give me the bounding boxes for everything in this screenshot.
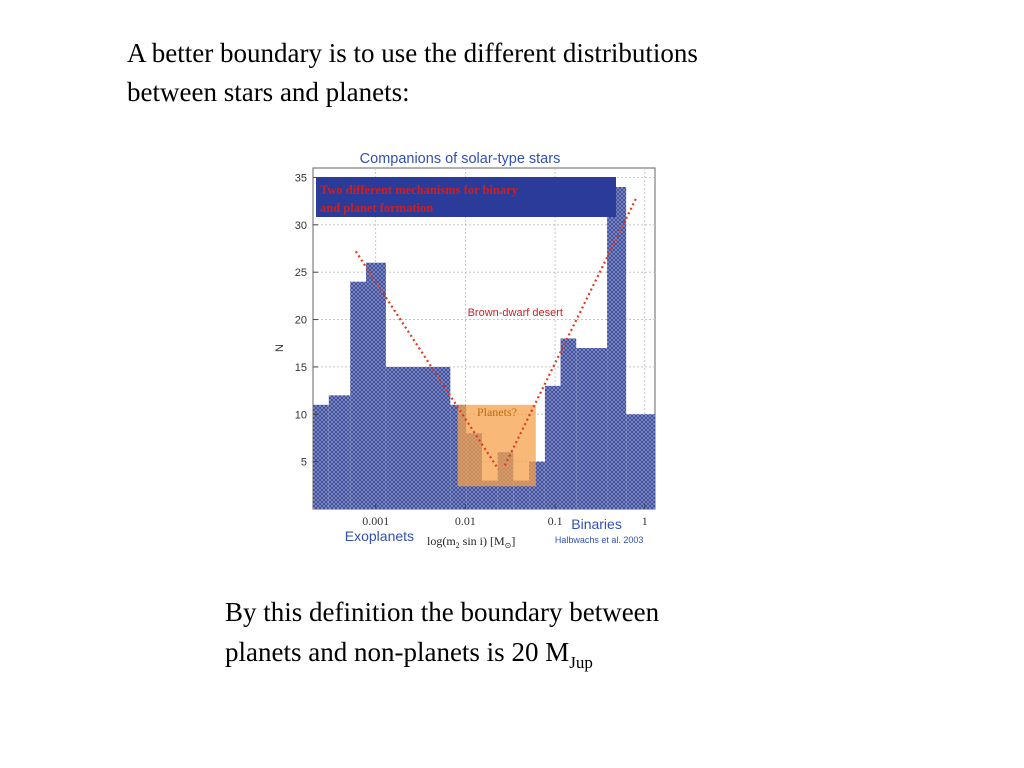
y-tick-label: 10: [295, 409, 307, 421]
credit-label: Halbwachs et al. 2003: [555, 535, 644, 545]
trend-line: [354, 250, 500, 470]
x-axis-label-subscript: ⊙: [505, 541, 512, 550]
jupiter-mass-subscript: Jup: [569, 653, 593, 672]
histogram-bar: [626, 414, 655, 509]
y-tick-label: 5: [301, 457, 307, 469]
binaries-label: Binaries: [571, 516, 622, 532]
histogram-bar: [560, 338, 577, 509]
intro-text: A better boundary is to use the differen…: [127, 34, 887, 112]
histogram-bar: [385, 366, 451, 509]
histogram-bar: [313, 404, 329, 509]
histogram-bar: [350, 281, 367, 509]
x-axis-label-subscript: 2: [456, 541, 460, 550]
x-tick-label: 0.1: [548, 514, 563, 528]
histogram-bar: [481, 480, 498, 509]
y-tick-label: 15: [295, 362, 307, 374]
y-axis-label: N: [274, 344, 286, 352]
intro-line-1: A better boundary is to use the differen…: [127, 38, 698, 68]
histogram-bar: [607, 186, 627, 509]
exoplanets-label: Exoplanets: [345, 528, 414, 544]
conclusion-line-2: planets and non-planets is 20 MJup: [225, 632, 845, 672]
y-tick-label: 20: [295, 315, 307, 327]
chart-title: Companions of solar-type stars: [360, 151, 561, 167]
conclusion-text: By this definition the boundary between …: [225, 592, 845, 672]
histogram-bar: [366, 262, 386, 509]
y-tick-label: 30: [295, 220, 307, 232]
histogram-bar: [576, 347, 608, 509]
x-axis-label-part: log(m: [427, 534, 456, 548]
x-axis-label: log(m2 sin i) [M⊙]: [427, 534, 515, 550]
mechanisms-banner: [316, 177, 616, 217]
histogram-bar: [328, 395, 351, 509]
intro-line-2: between stars and planets:: [127, 77, 410, 107]
y-tick-label: 35: [295, 172, 307, 184]
histogram-bar: [513, 480, 530, 509]
banner-text-line-1: Two different mechanisms for binary: [320, 183, 519, 197]
x-axis-label-part: ]: [511, 534, 515, 548]
planets-label: Planets?: [477, 405, 517, 419]
conclusion-line-2-main: planets and non-planets is 20 M: [225, 637, 570, 667]
planets-region-box: [457, 404, 536, 487]
x-axis-label-part: sin i) [M: [460, 534, 505, 548]
x-tick-label: 0.01: [455, 514, 476, 528]
histogram-bar: [544, 385, 561, 509]
brown-dwarf-desert-label: Brown-dwarf desert: [468, 307, 563, 319]
x-tick-label: 0.001: [362, 514, 389, 528]
x-tick-label: 1: [642, 514, 648, 528]
y-tick-label: 25: [295, 267, 307, 279]
conclusion-line-1: By this definition the boundary between: [225, 597, 660, 627]
banner-text-line-2: and planet formation: [320, 201, 433, 215]
